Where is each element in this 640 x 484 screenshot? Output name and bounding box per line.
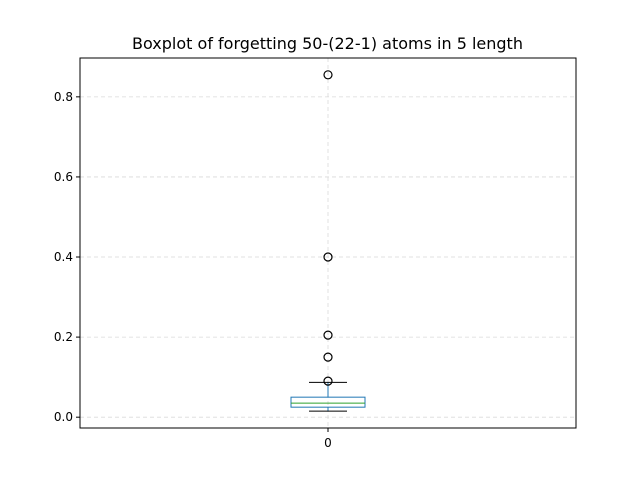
x-tick-label: 0 — [324, 436, 332, 450]
y-tick-label: 0.6 — [54, 170, 73, 184]
y-tick-label: 0.4 — [54, 250, 73, 264]
outlier-point — [323, 70, 333, 80]
y-tick-label: 0.0 — [54, 410, 73, 424]
outlier-point — [323, 352, 333, 362]
plot-frame — [79, 57, 577, 429]
y-tick-label: 0.2 — [54, 330, 73, 344]
outlier-point — [323, 252, 333, 262]
iqr-box — [290, 396, 366, 408]
grid-layer — [80, 58, 576, 428]
chart-title: Boxplot of forgetting 50-(22-1) atoms in… — [132, 34, 523, 53]
axis-layer: 0.0 0.2 0.4 0.6 0.8 0 — [54, 90, 332, 450]
box-layer — [290, 381, 366, 412]
outlier-point — [323, 330, 333, 340]
outlier-point — [323, 376, 333, 386]
y-tick-label: 0.8 — [54, 90, 73, 104]
outlier-layer — [323, 70, 333, 386]
